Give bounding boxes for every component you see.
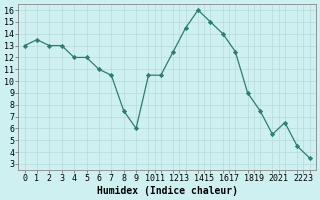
X-axis label: Humidex (Indice chaleur): Humidex (Indice chaleur) (97, 186, 237, 196)
